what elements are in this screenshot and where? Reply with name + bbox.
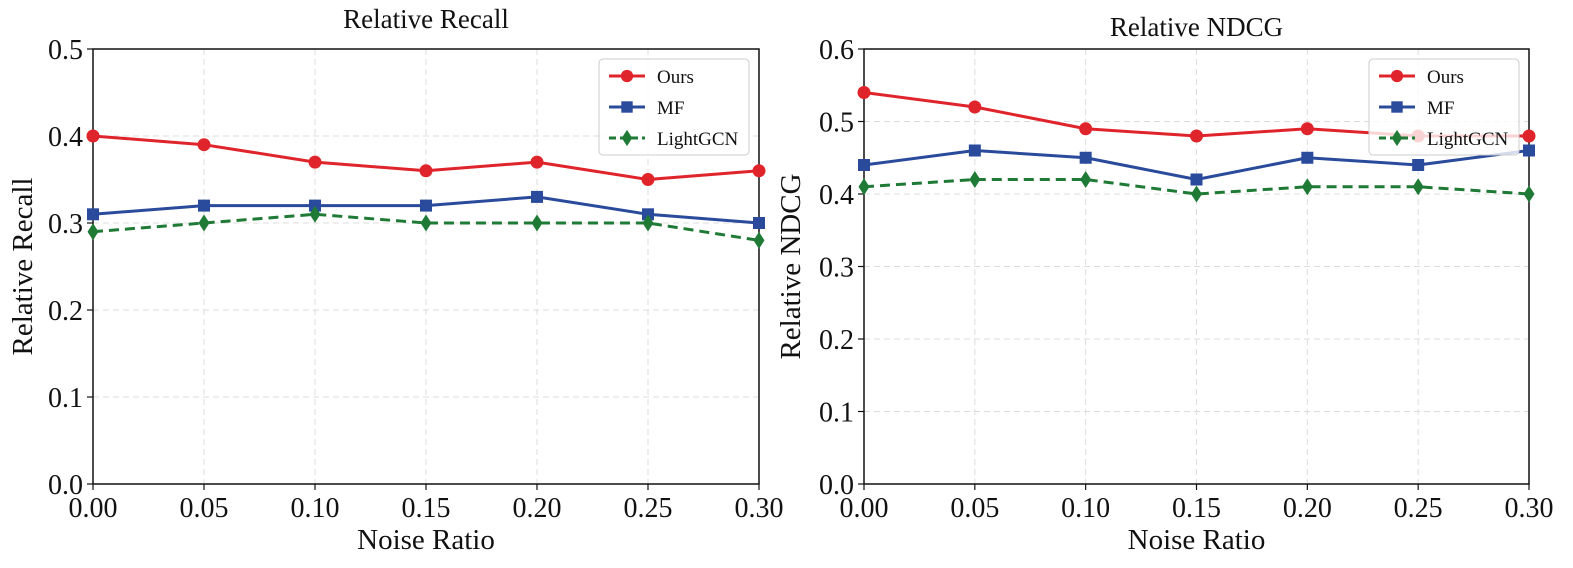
x-tick-label: 0.00 [840, 493, 889, 524]
x-tick-label: 0.30 [1505, 493, 1554, 524]
legend-marker-mf [621, 101, 633, 113]
data-point-ours [968, 100, 982, 114]
data-point-lightgcn [969, 171, 981, 188]
data-point-lightgcn [753, 231, 765, 249]
x-tick-label: 0.00 [69, 493, 118, 524]
x-tick-label: 0.25 [1394, 493, 1443, 524]
data-point-mf [1523, 144, 1535, 157]
series-lightgcn [87, 205, 765, 249]
data-point-mf [1079, 151, 1092, 164]
data-point-ours [530, 155, 544, 169]
data-point-lightgcn [198, 214, 210, 232]
data-point-lightgcn [642, 214, 654, 232]
data-point-lightgcn [1523, 185, 1535, 203]
data-point-ours [641, 173, 655, 186]
y-tick-label: 0.5 [48, 35, 83, 66]
x-tick-label: 0.20 [1283, 493, 1332, 524]
data-point-lightgcn [858, 178, 870, 196]
legend-box [1368, 58, 1520, 156]
chart-panel-2: 0.00 0.05 0.10 0.15 0.20 0.25 0.30 0.0 0.1 0.2 0.3… [775, 12, 1554, 556]
legend-box [598, 58, 750, 156]
legend-label-mf: MF [657, 98, 684, 119]
x-axis-label: Noise Ratio [357, 524, 495, 556]
chart-panel-1: 0.00 0.05 0.10 0.15 0.20 0.25 0.30 0.0 0.1 0.2 0.3… [7, 4, 784, 556]
legend-label-lightgcn: LightGCN [1427, 129, 1509, 150]
x-tick-label: 0.15 [402, 493, 451, 524]
data-point-mf [1412, 159, 1425, 171]
data-point-lightgcn [1191, 185, 1202, 203]
x-tick-label: 0.10 [1061, 493, 1110, 524]
data-point-mf [87, 208, 99, 221]
y-tick-label: 0.2 [48, 296, 83, 327]
x-tick-label: 0.10 [291, 493, 340, 524]
data-point-ours [752, 164, 766, 178]
y-tick-label: 0.0 [48, 470, 83, 501]
x-axis-label: Noise Ratio [1128, 524, 1266, 556]
legend: Ours MF LightGCN [598, 58, 750, 156]
series-mf [87, 190, 765, 229]
y-tick-label: 0.4 [819, 180, 854, 211]
legend-marker-ours [620, 69, 634, 83]
data-point-ours [1190, 129, 1203, 143]
y-axis-label: Relative NDCG [775, 173, 807, 359]
y-axis-label: Relative Recall [7, 178, 39, 356]
legend: Ours MF LightGCN [1368, 58, 1520, 156]
data-point-lightgcn [309, 205, 321, 223]
data-point-lightgcn [531, 214, 543, 232]
x-tick-label: 0.05 [950, 493, 999, 524]
y-tick-label: 0.2 [819, 325, 854, 356]
data-point-ours [1079, 122, 1093, 136]
data-point-mf [1190, 173, 1203, 186]
legend-marker-lightgcn [1391, 129, 1403, 147]
y-tick-label: 0.0 [819, 470, 854, 501]
data-point-mf [858, 159, 870, 171]
data-point-ours [1300, 122, 1314, 136]
legend-marker-lightgcn [621, 129, 633, 147]
data-point-lightgcn [420, 214, 432, 232]
data-point-ours [308, 155, 322, 169]
data-point-lightgcn [87, 223, 99, 241]
data-point-mf [198, 199, 210, 212]
legend-label-ours: Ours [1427, 67, 1464, 88]
series-lightgcn [858, 171, 1535, 203]
data-point-lightgcn [1301, 178, 1313, 196]
data-point-mf [531, 190, 543, 203]
legend-label-mf: MF [1427, 98, 1454, 119]
data-point-mf [420, 199, 432, 212]
x-tick-label: 0.15 [1172, 493, 1221, 524]
data-point-lightgcn [1412, 178, 1424, 196]
legend-marker-ours [1390, 69, 1404, 83]
legend-label-ours: Ours [657, 67, 694, 88]
x-tick-label: 0.20 [513, 493, 562, 524]
chart-title: Relative NDCG [1110, 12, 1283, 42]
series-ours [86, 129, 766, 186]
data-point-ours [857, 86, 871, 99]
legend-label-lightgcn: LightGCN [657, 129, 739, 150]
legend-marker-mf [1391, 101, 1403, 113]
y-tick-label: 0.1 [819, 398, 854, 429]
data-point-ours [197, 138, 211, 152]
chart-title: Relative Recall [343, 4, 509, 34]
data-point-mf [1301, 151, 1314, 164]
series-mf [858, 144, 1535, 186]
y-tick-label: 0.3 [819, 253, 854, 284]
y-tick-label: 0.3 [48, 209, 83, 240]
data-point-mf [753, 217, 765, 229]
data-point-lightgcn [1080, 171, 1092, 188]
data-point-mf [968, 144, 981, 157]
data-point-ours [86, 129, 100, 143]
y-tick-label: 0.6 [819, 35, 854, 66]
data-point-ours [419, 164, 433, 178]
y-tick-label: 0.5 [819, 108, 854, 139]
data-point-ours [1522, 129, 1536, 143]
y-tick-label: 0.4 [48, 122, 83, 153]
data-point-mf [642, 208, 654, 221]
y-tick-label: 0.1 [48, 383, 83, 414]
data-point-mf [309, 199, 321, 212]
x-tick-label: 0.05 [180, 493, 229, 524]
x-tick-label: 0.25 [624, 493, 673, 524]
x-tick-label: 0.30 [735, 493, 784, 524]
